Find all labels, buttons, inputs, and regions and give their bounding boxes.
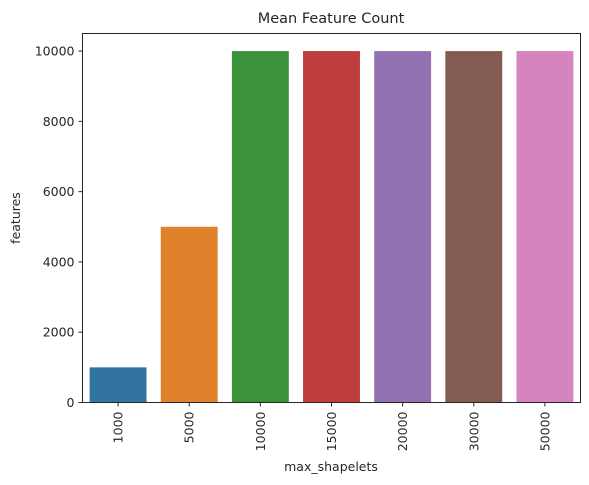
x-tick-label-1000: 1000: [111, 411, 126, 443]
y-tick-label: 8000: [43, 114, 75, 129]
y-tick-label: 2000: [43, 325, 75, 340]
bar-15000: [303, 51, 360, 403]
bar-5000: [160, 226, 218, 403]
bars-group: [89, 51, 574, 403]
chart-title: Mean Feature Count: [258, 11, 405, 27]
x-tick-label-20000: 20000: [395, 411, 410, 451]
y-axis-ticks: 0 2000 4000 6000 8000 10000: [35, 44, 83, 410]
plot-frame: [82, 33, 581, 403]
x-tick-label-50000: 50000: [537, 411, 552, 451]
bar-50000: [516, 51, 574, 403]
x-axis-label: max_shapelets: [284, 459, 378, 474]
y-tick-label: 6000: [43, 184, 75, 199]
bar-10000: [231, 51, 289, 403]
bar-1000: [89, 367, 147, 403]
y-tick-label: 4000: [43, 254, 75, 269]
bar-30000: [445, 51, 503, 403]
x-axis-ticks: 1000 5000 10000 15000 20000 30000 50000: [111, 402, 552, 451]
x-tick-label-10000: 10000: [253, 411, 268, 451]
y-tick-label: 0: [67, 395, 75, 410]
y-tick-label: 10000: [35, 44, 75, 59]
x-tick-label-15000: 15000: [324, 411, 339, 451]
x-tick-label-5000: 5000: [182, 411, 197, 443]
y-axis-label: features: [8, 192, 23, 244]
bar-20000: [374, 51, 432, 403]
x-tick-label-30000: 30000: [466, 411, 481, 451]
